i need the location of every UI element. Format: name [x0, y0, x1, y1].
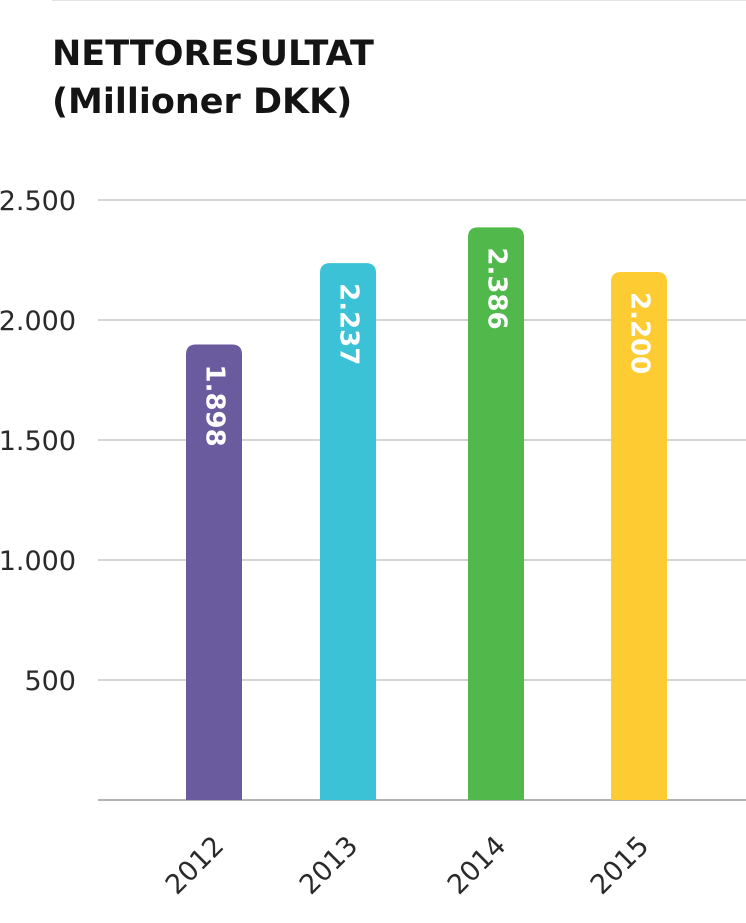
y-axis-tick-labels: 500 1.000 1.500 2.000 2.500 [0, 186, 76, 697]
bar-value-label: 2.237 [334, 283, 364, 365]
bar-2013 [320, 263, 376, 800]
chart-title: NETTORESULTAT (Millioner DKK) [52, 30, 374, 126]
bar-value-label: 2.200 [625, 292, 655, 374]
y-tick-label: 1.000 [0, 546, 76, 577]
y-tick-label: 500 [24, 666, 76, 697]
bar-2012 [186, 344, 242, 800]
bar-2014 [468, 227, 524, 801]
bar-value-label: 2.386 [482, 247, 512, 329]
x-axis-tick-labels: 2012 2013 2014 2015 [160, 830, 656, 901]
y-tick-label: 2.500 [0, 186, 76, 217]
chart-title-line-2: (Millioner DKK) [52, 82, 353, 122]
x-tick-label: 2014 [442, 830, 513, 901]
bars: 1.898 2.237 2.386 2.200 [186, 227, 667, 801]
chart-title-line-1: NETTORESULTAT [52, 34, 374, 74]
y-tick-label: 1.500 [0, 426, 76, 457]
bar-value-label: 1.898 [200, 364, 230, 446]
y-tick-label: 2.000 [0, 306, 76, 337]
top-divider [52, 0, 746, 1]
x-tick-label: 2012 [160, 830, 231, 901]
x-tick-label: 2015 [585, 830, 656, 901]
x-tick-label: 2013 [294, 830, 365, 901]
bar-2015 [611, 272, 667, 800]
